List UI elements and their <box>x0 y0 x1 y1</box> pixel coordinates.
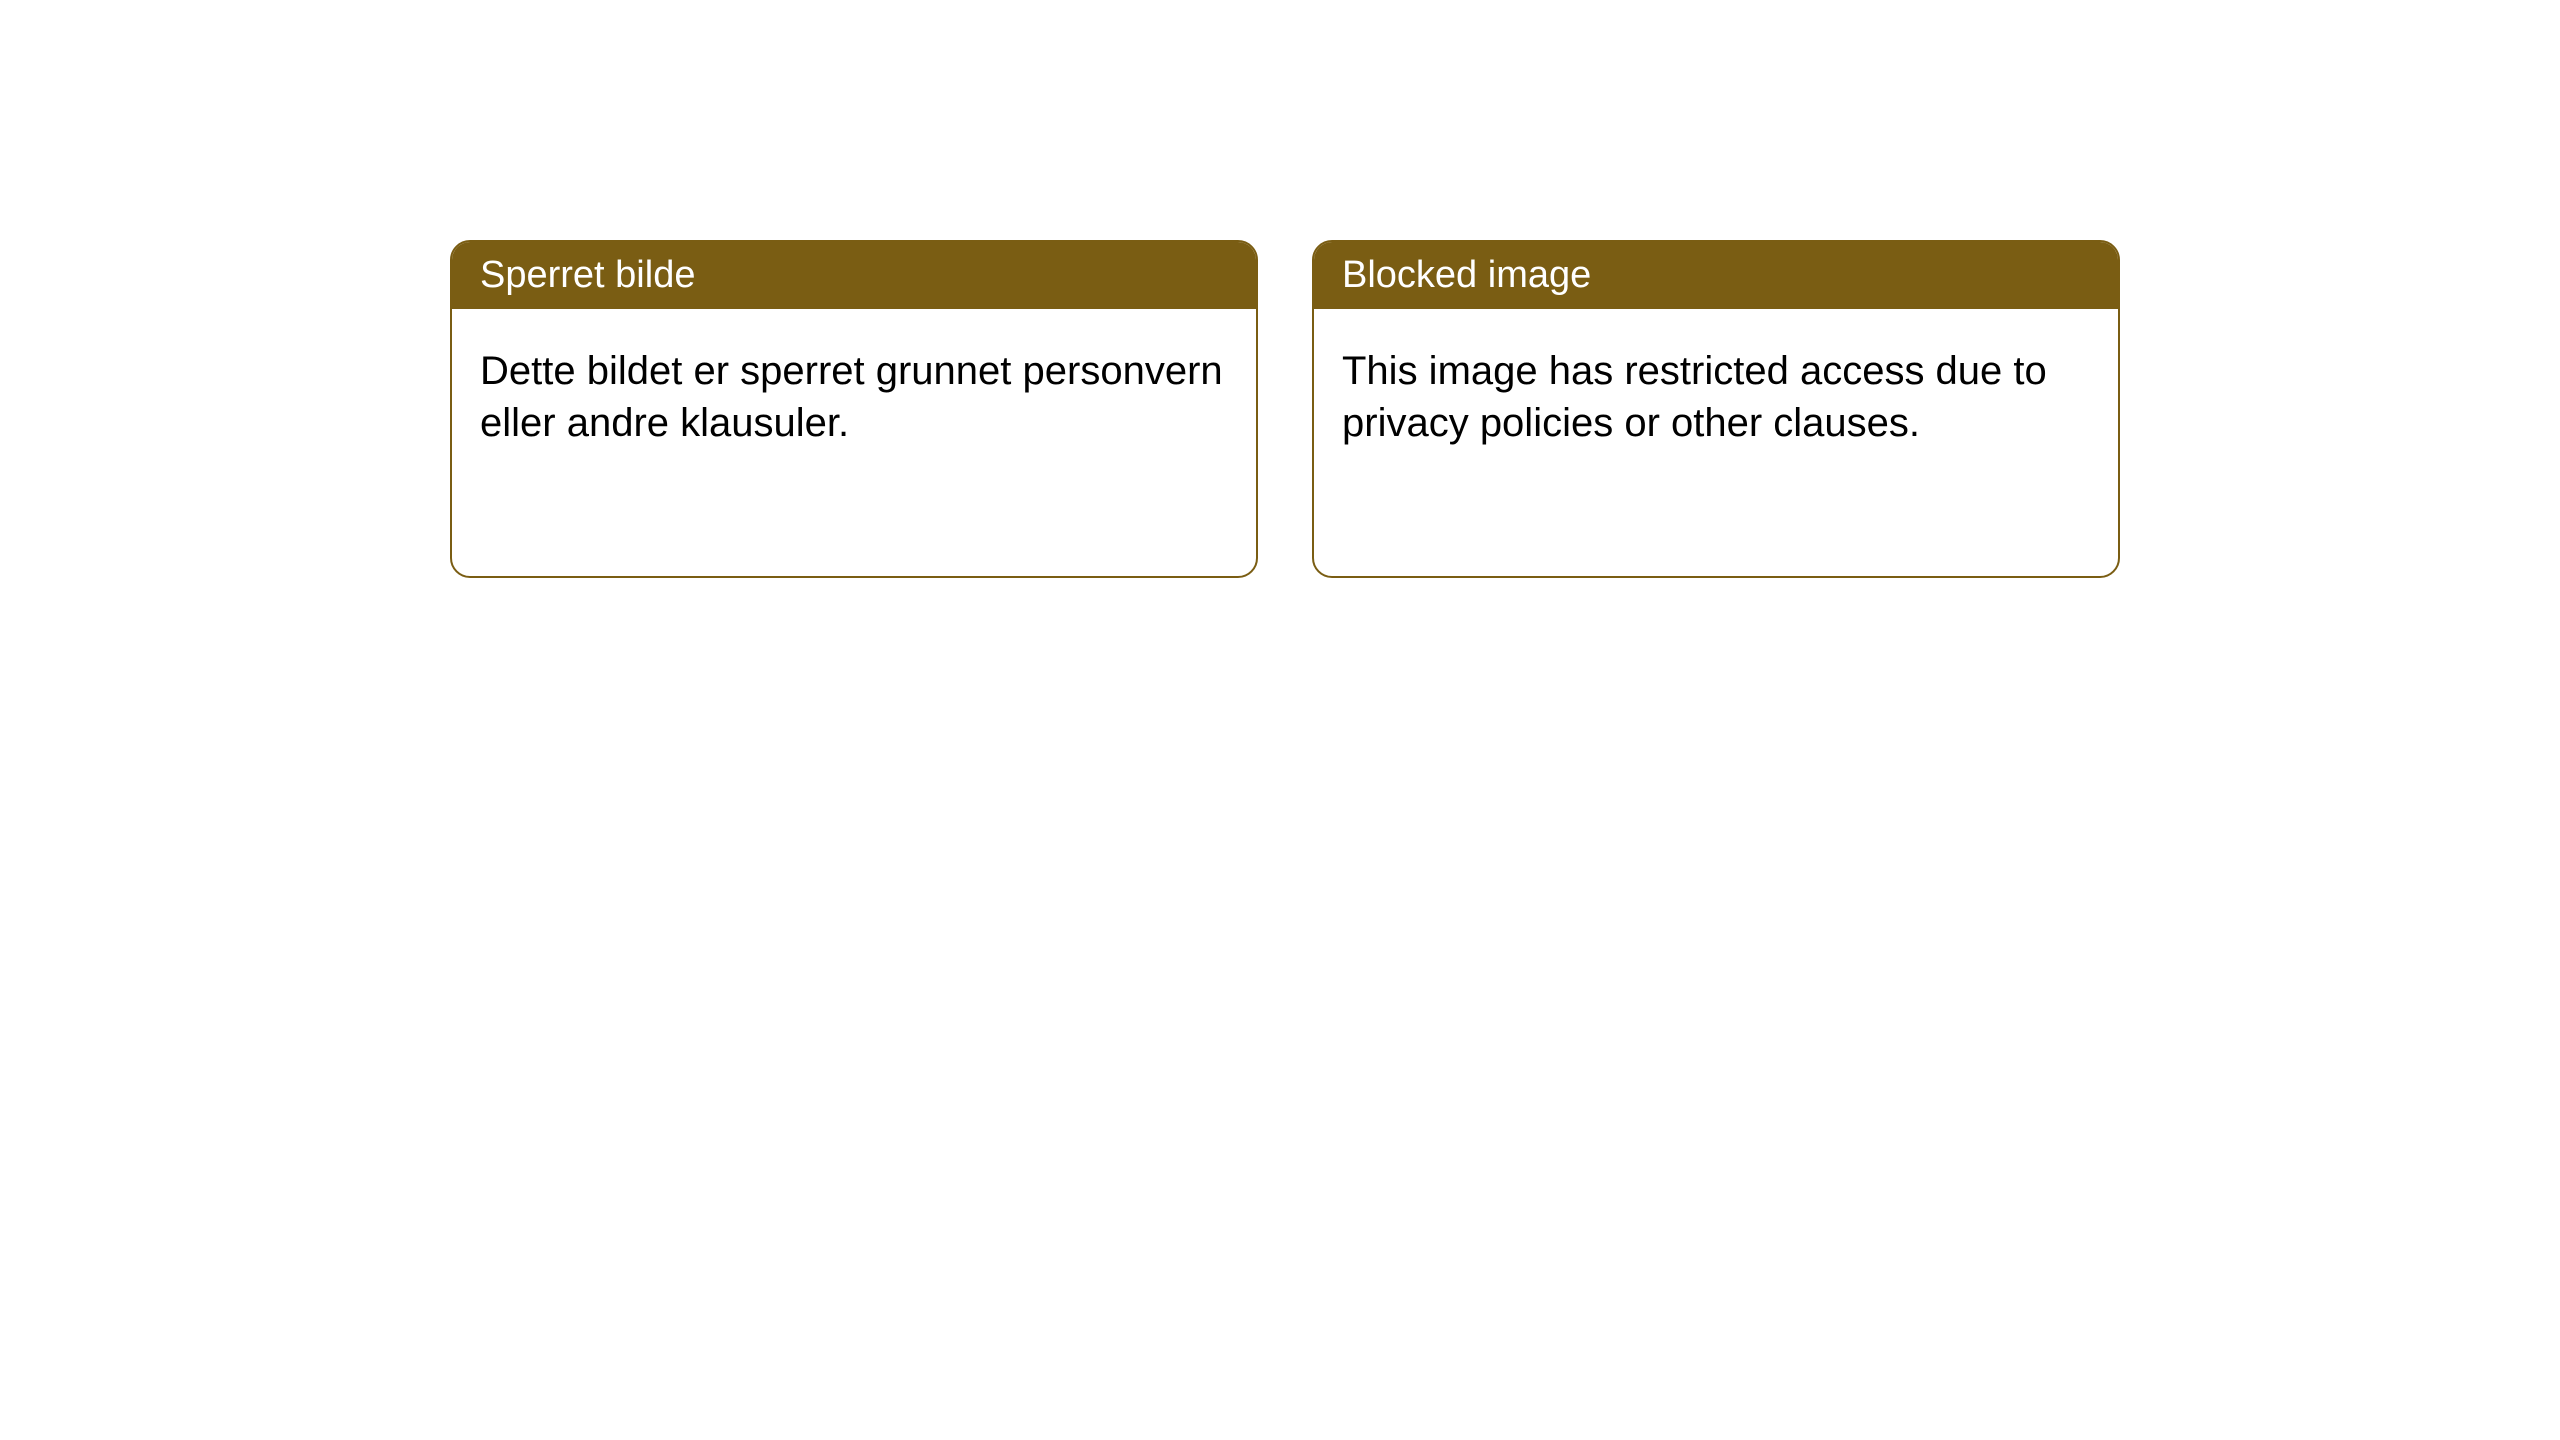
cards-container: Sperret bilde Dette bildet er sperret gr… <box>0 0 2560 578</box>
card-body: Dette bildet er sperret grunnet personve… <box>452 309 1256 485</box>
card-header: Blocked image <box>1314 242 2118 309</box>
card-title: Sperret bilde <box>480 254 695 296</box>
card-header: Sperret bilde <box>452 242 1256 309</box>
card-title: Blocked image <box>1342 254 1591 296</box>
blocked-image-card-no: Sperret bilde Dette bildet er sperret gr… <box>450 240 1258 578</box>
card-body-text: This image has restricted access due to … <box>1342 349 2047 445</box>
blocked-image-card-en: Blocked image This image has restricted … <box>1312 240 2120 578</box>
card-body-text: Dette bildet er sperret grunnet personve… <box>480 349 1223 445</box>
card-body: This image has restricted access due to … <box>1314 309 2118 485</box>
